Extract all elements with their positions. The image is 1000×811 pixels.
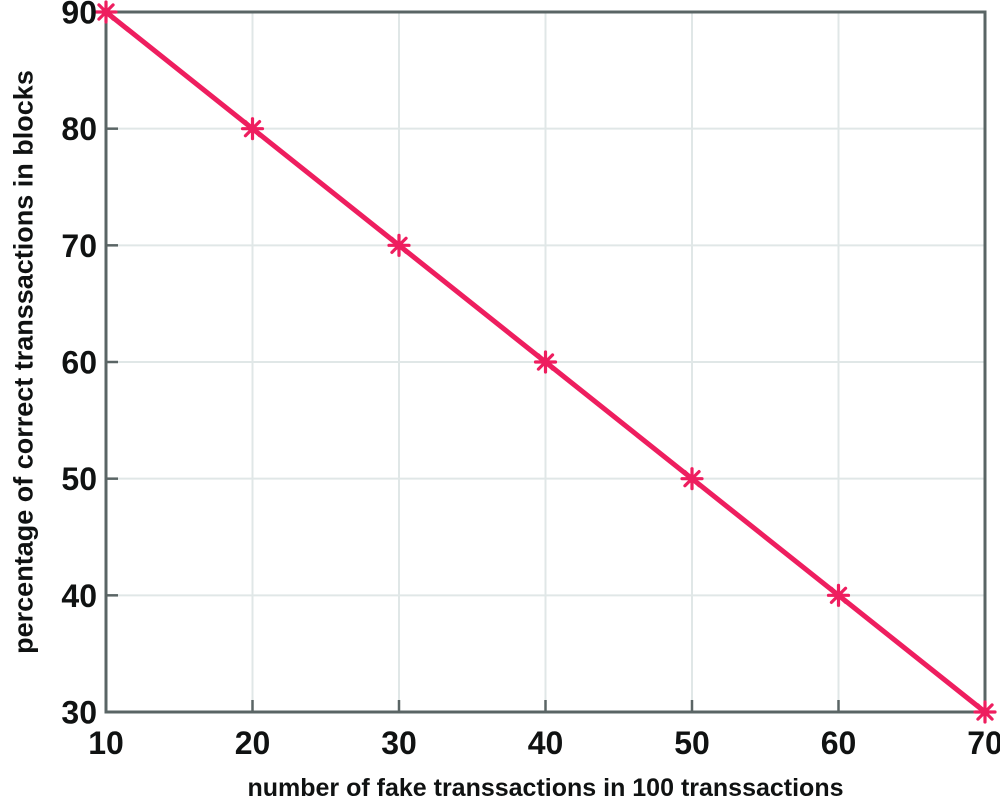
y-axis-label: percentage of correct transsactions in b… bbox=[8, 70, 39, 654]
data-point-marker bbox=[826, 583, 851, 607]
x-axis-label: number of fake transsactions in 100 tran… bbox=[247, 774, 844, 802]
marker-center bbox=[394, 240, 404, 250]
marker-center bbox=[687, 474, 697, 484]
y-tick-label: 30 bbox=[61, 695, 97, 731]
x-tick-label: 50 bbox=[674, 725, 710, 761]
data-point-marker bbox=[387, 233, 411, 257]
y-tick-label: 40 bbox=[61, 578, 97, 614]
data-point-marker bbox=[94, 0, 118, 24]
x-tick-label: 40 bbox=[528, 725, 564, 761]
marker-center bbox=[248, 124, 257, 134]
axis-frame bbox=[104, 10, 987, 714]
data-point-marker bbox=[680, 467, 704, 491]
x-tick-label: 30 bbox=[381, 725, 417, 761]
y-tick-label: 50 bbox=[61, 461, 97, 497]
data-point-marker bbox=[973, 700, 997, 724]
data-point-marker bbox=[533, 350, 558, 374]
y-tick-label: 80 bbox=[61, 111, 97, 147]
marker-center bbox=[101, 7, 111, 17]
x-tick-label: 10 bbox=[88, 725, 124, 761]
y-tick-label: 90 bbox=[61, 0, 97, 31]
data-point-marker bbox=[240, 117, 265, 141]
x-tick-label: 70 bbox=[967, 725, 1000, 761]
y-tick-label: 70 bbox=[61, 228, 97, 264]
y-tick-label: 60 bbox=[61, 345, 97, 381]
marker-center bbox=[541, 357, 550, 367]
marker-center bbox=[980, 707, 990, 717]
x-tick-label: 20 bbox=[235, 725, 271, 761]
x-tick-label: 60 bbox=[821, 725, 857, 761]
marker-center bbox=[834, 590, 843, 600]
